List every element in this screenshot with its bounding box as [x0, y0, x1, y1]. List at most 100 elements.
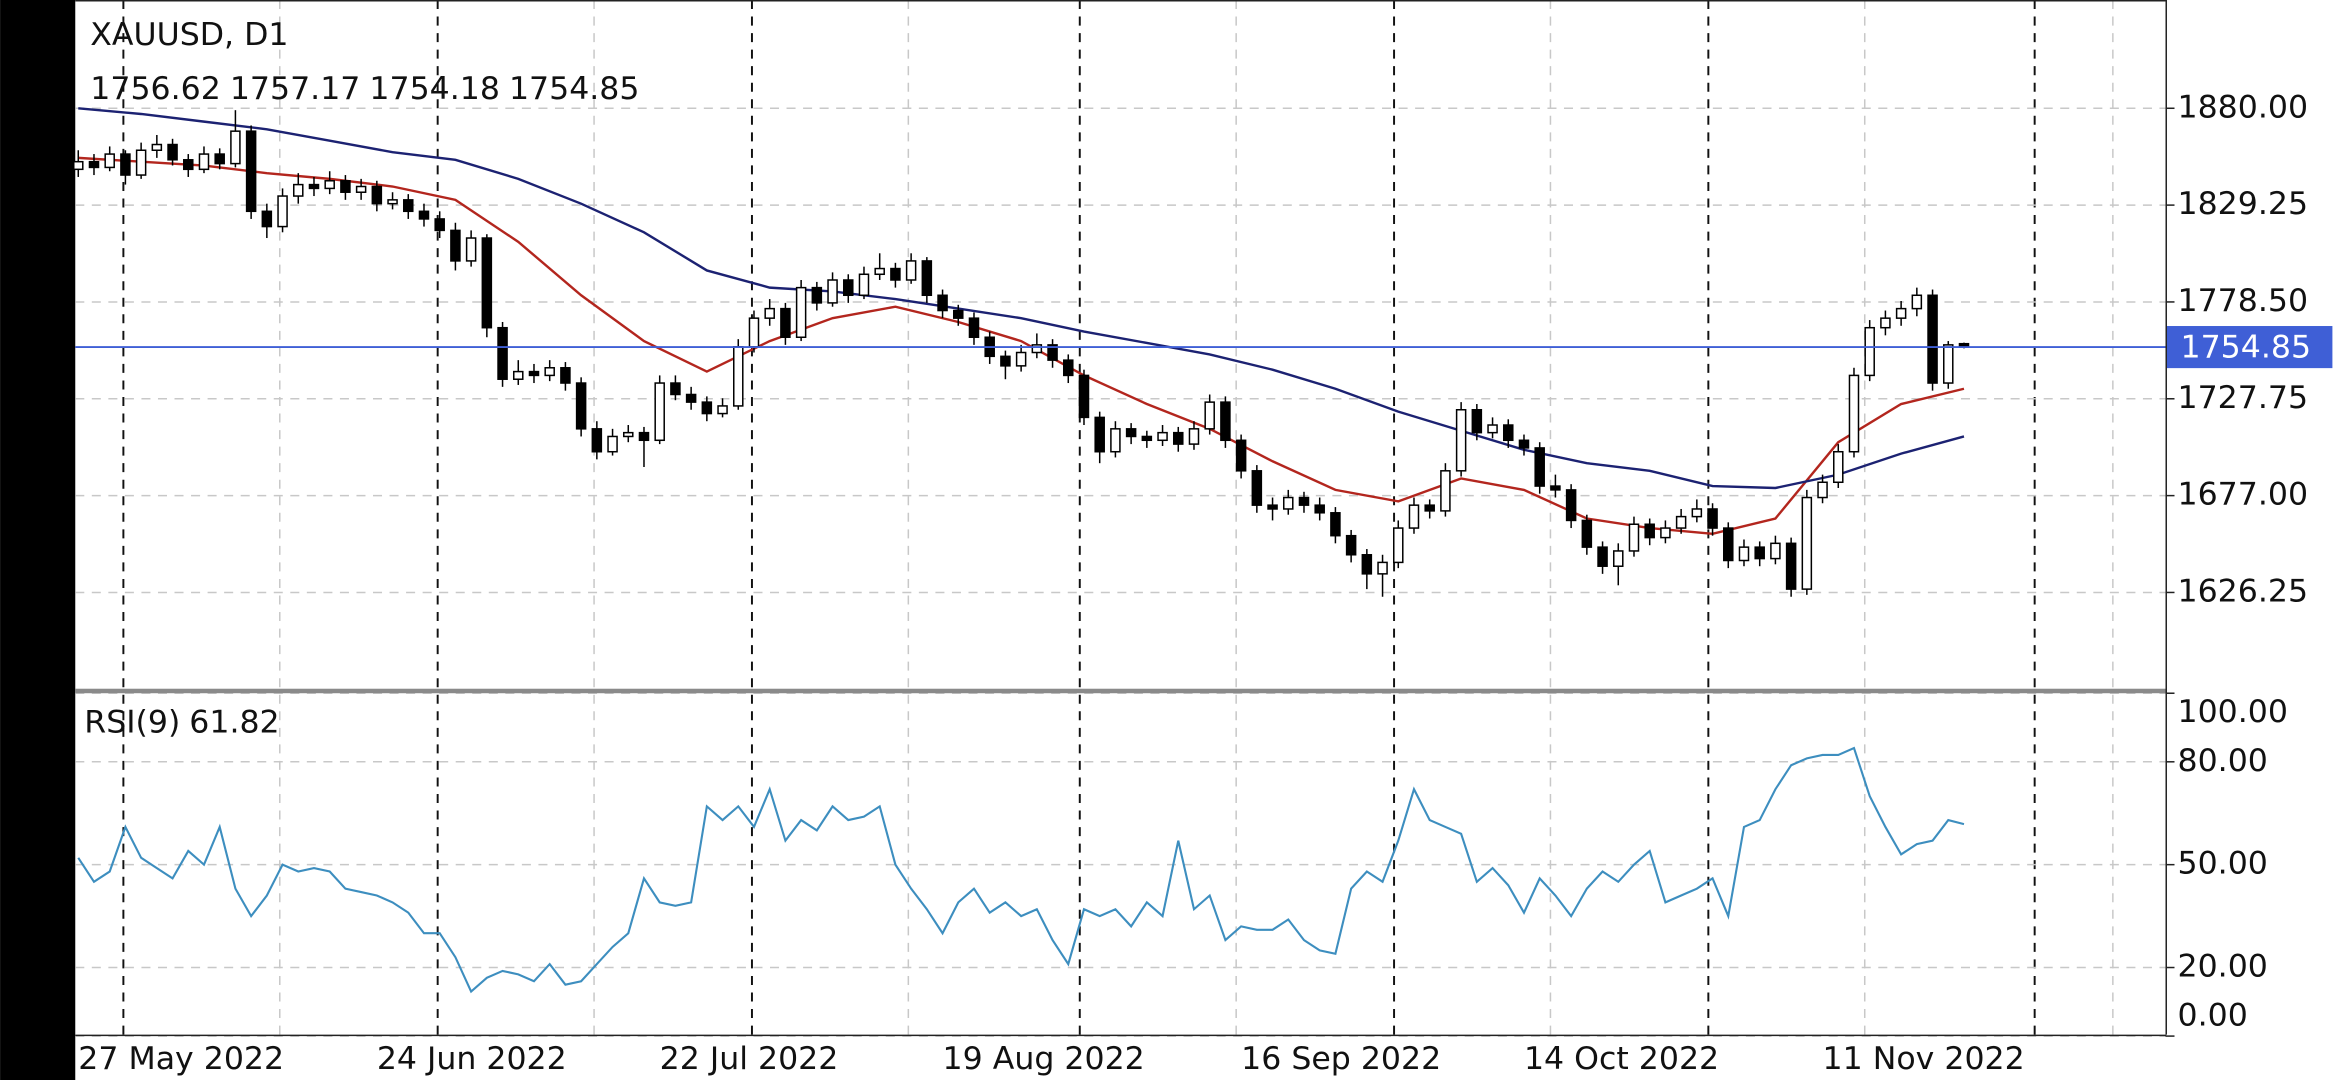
candle-body	[1487, 424, 1498, 434]
price-tag	[2166, 326, 2333, 369]
candle-body	[1895, 307, 1907, 319]
candle-body	[1503, 424, 1514, 442]
y-tick-label: 1727.75	[2178, 380, 2309, 416]
candle-body	[1125, 428, 1137, 438]
candle-body	[387, 199, 398, 205]
candle-body	[575, 382, 587, 430]
candle-body	[261, 210, 273, 228]
candle-body	[1157, 431, 1168, 442]
candle-body	[1015, 351, 1027, 367]
candle-body	[308, 183, 320, 190]
close: 1754.85	[509, 71, 640, 107]
candle-body	[1173, 431, 1184, 445]
y-tick-label: 20.00	[2178, 949, 2268, 985]
plot-layer: 1880.00 1829.25 1778.50 1727.75 1677.00 1626.…	[73, 89, 2309, 1077]
candle-body	[1267, 504, 1278, 510]
candle-body	[874, 267, 885, 276]
x-tick-label: 19 Aug 2022	[943, 1041, 1145, 1077]
y-tick-label: 80.00	[2178, 743, 2268, 779]
left-bar	[0, 0, 76, 1080]
candle-body	[1424, 504, 1435, 512]
x-tick-label: 22 Jul 2022	[660, 1041, 839, 1077]
y-tick-label: 0.00	[2178, 998, 2248, 1034]
candle-body	[1534, 447, 1545, 487]
y-tick-label: 100.00	[2178, 694, 2288, 730]
candle-body	[1691, 508, 1703, 518]
candle-body	[811, 286, 823, 304]
candle-body	[795, 286, 807, 338]
candle-body	[1408, 504, 1420, 529]
candle-body	[544, 367, 555, 377]
candle-body	[717, 405, 728, 415]
candle-body	[1440, 470, 1451, 512]
candle-body	[1251, 470, 1263, 506]
candle-body	[340, 180, 351, 193]
candle-body	[607, 435, 618, 453]
candle-body	[1220, 401, 1231, 442]
candle-body	[481, 237, 493, 329]
candle-body	[827, 279, 838, 304]
rsi-value: 61.82	[189, 704, 279, 740]
candle-body	[1660, 527, 1671, 539]
candle-body	[465, 237, 477, 262]
candle-body	[1864, 326, 1875, 377]
ohlc-readout: 1756.62 1757.17 1754.18 1754.85	[90, 71, 639, 107]
y-tick-label: 1677.00	[2178, 477, 2309, 513]
candle-body	[1833, 450, 1844, 484]
candle-body	[1880, 317, 1891, 329]
panel-separator	[75, 688, 2166, 694]
candle-body	[513, 370, 524, 380]
candle-body	[434, 218, 445, 232]
candle-body	[1204, 401, 1215, 430]
candle-body	[1235, 439, 1247, 472]
candle-body	[214, 153, 225, 165]
candle-body	[654, 382, 665, 442]
candle-body	[685, 393, 697, 403]
candle-body	[1581, 519, 1593, 548]
candle-body	[1644, 523, 1655, 539]
candle-body	[1393, 527, 1404, 564]
candle-body	[418, 210, 430, 220]
candle-body	[1298, 496, 1310, 506]
candle-body	[953, 309, 964, 319]
candle-body	[1675, 515, 1687, 529]
candle-body	[1801, 496, 1813, 590]
candle-body	[1927, 294, 1938, 384]
candle-body	[1314, 504, 1325, 514]
candle-body	[1000, 355, 1011, 367]
candle-body	[355, 185, 367, 193]
candle-body	[324, 180, 335, 190]
candle-body	[183, 159, 194, 171]
candle-body	[905, 260, 917, 281]
candle-body	[701, 401, 713, 415]
candle-body	[1754, 546, 1765, 560]
candle-body	[1550, 485, 1561, 491]
candle-body	[1031, 344, 1043, 354]
candle-body	[670, 382, 681, 396]
candle-body	[371, 185, 383, 205]
candle-body	[1518, 439, 1530, 449]
candle-body	[230, 130, 241, 165]
y-tick-label: 1829.25	[2178, 186, 2309, 222]
candle-body	[1848, 374, 1860, 453]
y-tick-label: 1626.25	[2178, 573, 2309, 609]
candle-body	[73, 160, 84, 171]
x-tick-label: 16 Sep 2022	[1241, 1041, 1441, 1077]
candle-body	[450, 229, 461, 262]
x-tick-label: 11 Nov 2022	[1823, 1041, 2025, 1077]
candle-body	[1943, 344, 1954, 384]
candle-body	[1345, 534, 1357, 556]
candle-body	[858, 273, 870, 297]
candle-body	[1911, 294, 1923, 310]
candle-body	[1738, 546, 1750, 562]
y-tick-label: 50.00	[2178, 846, 2268, 882]
candle-body	[1188, 428, 1200, 445]
candle-body	[764, 307, 775, 319]
candle-body	[1078, 374, 1090, 419]
candle-body	[497, 326, 508, 380]
candle-body	[1707, 508, 1718, 529]
candle-body	[780, 307, 791, 338]
candle-body	[528, 370, 540, 377]
rsi-name: RSI(9)	[84, 704, 180, 740]
